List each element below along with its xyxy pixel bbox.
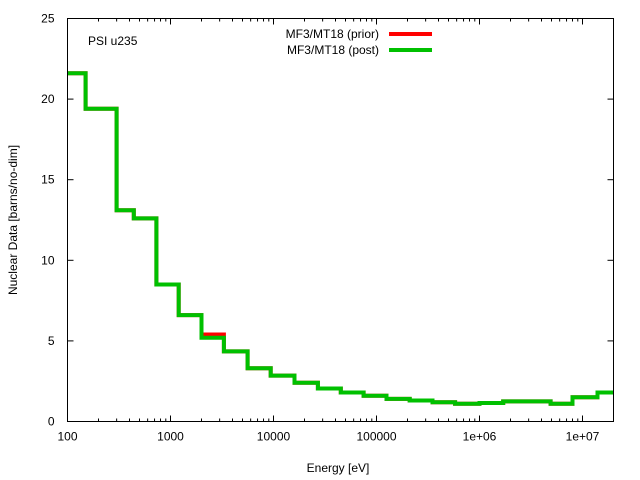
y-tick-label: 5 (48, 334, 55, 348)
y-tick-label: 10 (41, 253, 55, 267)
y-tick-label: 0 (48, 415, 55, 429)
series-line-post (67, 71, 614, 406)
ticks-layer: 100 1000 10000 100000 1e+06 1e+07 0 5 10 15 20 25 (41, 12, 614, 444)
legend-label: MF3/MT18 (post) (287, 43, 379, 57)
x-tick-label: 10000 (257, 430, 291, 444)
x-tick-label: 1e+06 (463, 430, 497, 444)
x-tick-label: 100000 (356, 430, 396, 444)
series-layer (67, 71, 614, 406)
y-tick-label: 25 (41, 12, 55, 26)
legend: MF3/MT18 (prior) MF3/MT18 (post) (286, 27, 432, 57)
x-tick-label: 100 (57, 430, 77, 444)
x-tick-label: 1e+07 (566, 430, 600, 444)
y-axis-title: Nuclear Data [barns/no-dim] (6, 145, 20, 295)
legend-label: MF3/MT18 (prior) (286, 27, 379, 41)
series-line-prior (67, 71, 614, 406)
x-axis-title: Energy [eV] (307, 461, 370, 475)
y-tick-label: 20 (41, 92, 55, 106)
plot-frame (67, 18, 614, 422)
x-tick-label: 1000 (157, 430, 184, 444)
annotation-label: PSI u235 (88, 34, 138, 48)
y-tick-label: 15 (41, 173, 55, 187)
